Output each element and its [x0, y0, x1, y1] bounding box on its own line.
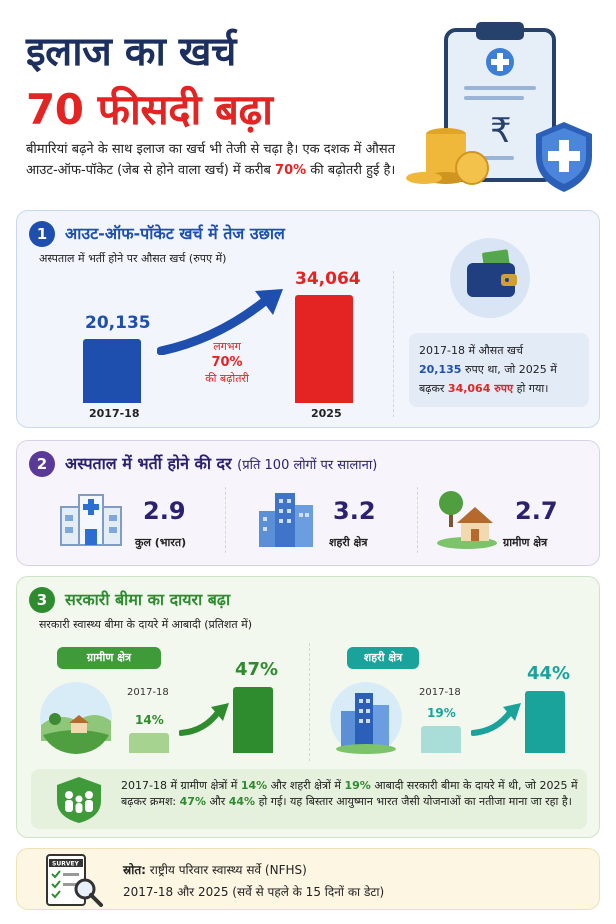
growth-annotation: लगभग 70% की बढ़ोतरी [205, 340, 249, 385]
survey-clipboard-icon: SURVEY [46, 854, 103, 907]
family-shield-icon [57, 777, 101, 823]
svg-text:₹: ₹ [490, 111, 512, 151]
bar-value-label: 34,064 [295, 269, 361, 289]
rate-label-rural: ग्रामीण क्षेत्र [503, 536, 548, 549]
category-label: 2025 [311, 407, 342, 420]
bar-value-label: 20,135 [85, 313, 151, 333]
source-years: 2017-18 और 2025 (सर्वे से पहले के 15 दिन… [123, 885, 385, 899]
section-insurance-coverage: 3 सरकारी बीमा का दायरा बढ़ा सरकारी स्वास… [16, 576, 600, 838]
growth-arrow-icon [157, 289, 283, 355]
rural-before-bar [129, 733, 169, 753]
section-number: 3 [29, 587, 55, 613]
bar-2025 [295, 295, 353, 403]
section-out-of-pocket: 1 आउट-ऑफ-पॉकेट खर्च में तेज उछाल अस्पताल… [16, 210, 600, 428]
rate-value-total: 2.9 [143, 497, 186, 525]
section-hospitalization-rate: 2 अस्पताल में भर्ती होने की दर (प्रति 10… [16, 440, 600, 566]
urban-pill: शहरी क्षेत्र [347, 647, 419, 669]
urban-after-bar [525, 691, 565, 753]
source-line: स्रोत: राष्ट्रीय परिवार स्वास्थ्य सर्वे … [123, 863, 307, 877]
svg-text:SURVEY: SURVEY [52, 861, 80, 868]
insurance-note: 2017-18 में ग्रामीण क्षेत्रों में 14% और… [31, 769, 587, 829]
urban-after-label: 44% [527, 663, 571, 684]
urban-before-bar [421, 726, 461, 753]
medical-bill-shield-icon: ₹ [406, 22, 592, 192]
growth-arrow-icon [471, 703, 521, 736]
urban-year: 2017-18 [419, 687, 461, 698]
rate-label-total: कुल (भारत) [135, 536, 187, 549]
rate-value-rural: 2.7 [515, 497, 558, 525]
hospital-icon [60, 494, 122, 546]
page-title-highlight: 70 फीसदी बढ़ा [26, 85, 273, 134]
rural-after-bar [233, 687, 273, 753]
city-buildings-icon [259, 493, 313, 547]
wallet-icon [450, 238, 530, 318]
bar-2017-18 [83, 339, 141, 403]
rural-after-label: 47% [235, 659, 279, 680]
rate-label-urban: शहरी क्षेत्र [329, 536, 368, 549]
growth-arrow-icon [179, 703, 229, 736]
village-hut-icon [437, 491, 497, 549]
source-box: SURVEY स्रोत: राष्ट्रीय परिवार स्वास्थ्य… [16, 848, 600, 910]
section-number: 1 [29, 221, 55, 247]
section-title: आउट-ऑफ-पॉकेट खर्च में तेज उछाल [65, 224, 285, 243]
divider [225, 487, 226, 553]
divider [393, 271, 394, 417]
rural-landscape-icon [40, 682, 112, 754]
section-subtitle: सरकारी स्वास्थ्य बीमा के दायरे में आबादी… [39, 618, 252, 631]
urban-city-icon [330, 682, 402, 754]
page-title: इलाज का खर्च [26, 29, 236, 75]
intro-highlight: 70% [275, 163, 307, 178]
divider [309, 643, 310, 761]
section-title: सरकारी बीमा का दायरा बढ़ा [65, 590, 231, 609]
rural-year: 2017-18 [127, 687, 169, 698]
urban-before-label: 19% [427, 706, 456, 720]
rural-pill: ग्रामीण क्षेत्र [57, 647, 161, 669]
rural-before-label: 14% [135, 713, 164, 727]
intro-text: बीमारियां बढ़ने के साथ इलाज का खर्च भी त… [26, 142, 396, 178]
section-number: 2 [29, 451, 55, 477]
section-subtitle: अस्पताल में भर्ती होने पर औसत खर्च (रुपए… [39, 252, 227, 265]
section-title: अस्पताल में भर्ती होने की दर (प्रति 100 … [65, 454, 378, 473]
divider [417, 487, 418, 553]
cost-note: 2017-18 में औसत खर्च 20,135 रुपए था, जो … [409, 333, 589, 407]
rate-value-urban: 3.2 [333, 497, 376, 525]
category-label: 2017-18 [89, 407, 140, 420]
